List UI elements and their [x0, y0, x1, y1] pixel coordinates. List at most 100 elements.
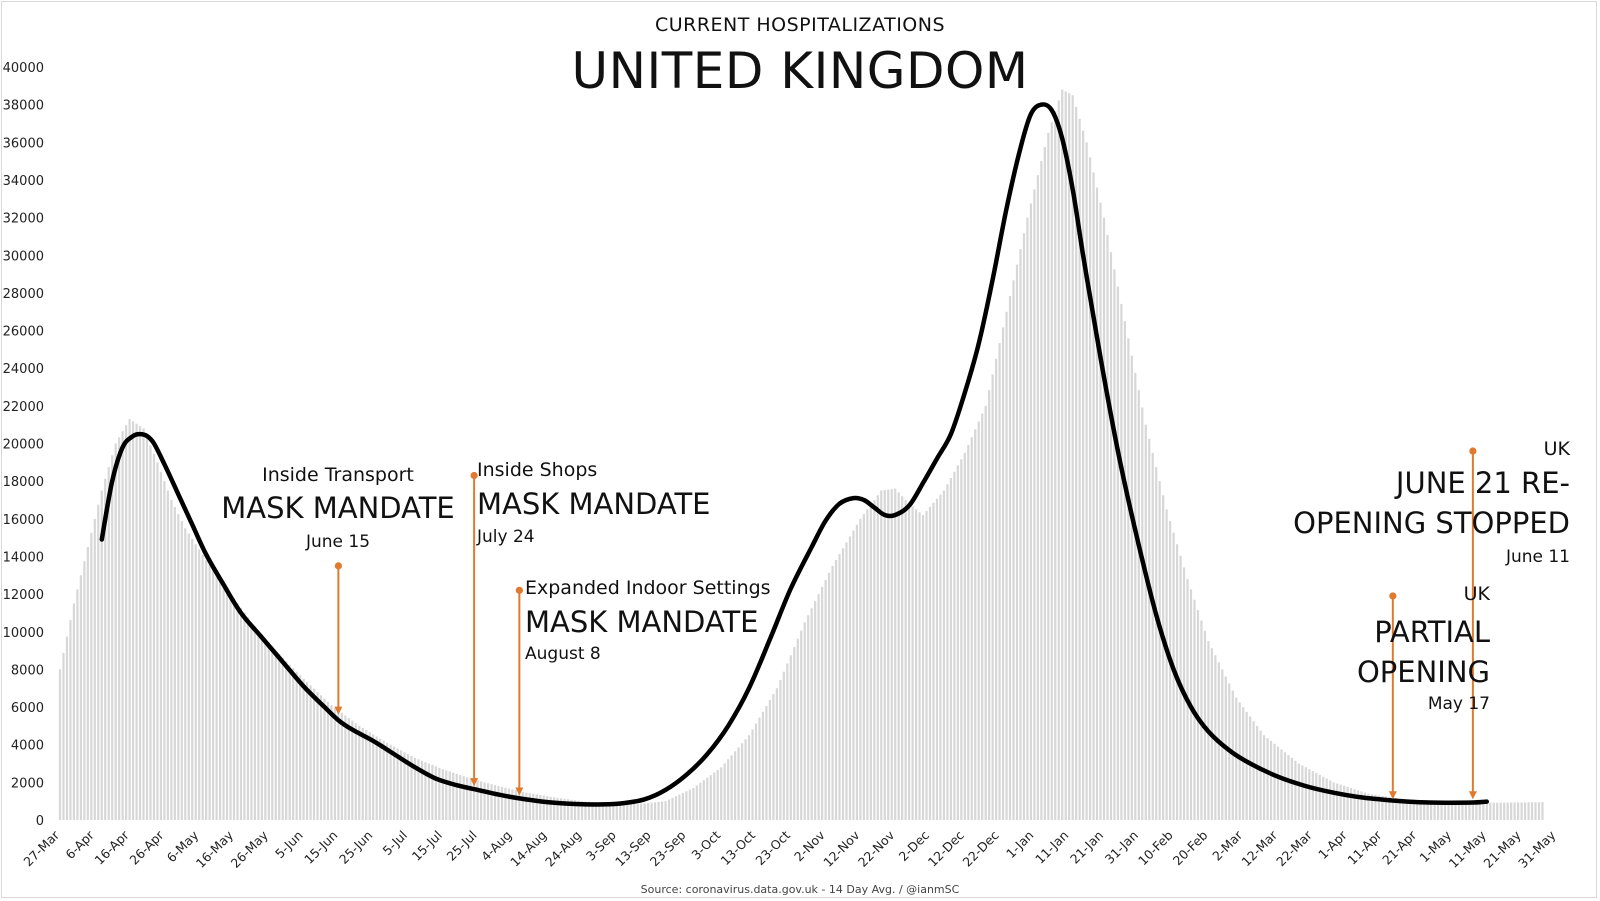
daily-bar: [330, 705, 333, 820]
daily-bar: [619, 803, 622, 820]
daily-bar: [1370, 794, 1374, 820]
chart-title: UNITED KINGDOM: [571, 42, 1029, 100]
daily-bar: [942, 490, 946, 820]
event-arrow: [515, 586, 524, 796]
x-tick-label: 27-Mar: [20, 827, 62, 869]
daily-bar: [1075, 107, 1078, 821]
daily-bar: [486, 783, 490, 820]
daily-bar: [180, 521, 183, 820]
daily-bar: [1064, 91, 1067, 820]
daily-bar: [1443, 802, 1447, 820]
daily-bar: [1304, 767, 1307, 820]
daily-bar: [434, 766, 437, 820]
daily-bar: [824, 579, 827, 820]
daily-bar: [1057, 100, 1060, 821]
event-arrow: [334, 562, 343, 715]
daily-bar: [598, 802, 601, 820]
daily-bar: [807, 615, 810, 820]
daily-bar: [399, 750, 403, 820]
daily-bar: [1318, 774, 1321, 820]
daily-bar: [1235, 697, 1238, 820]
daily-bar: [368, 732, 371, 820]
daily-bar: [138, 426, 142, 820]
daily-bar: [1464, 802, 1468, 820]
x-tick-label: 25-Jun: [336, 828, 375, 867]
daily-bar: [1297, 763, 1300, 820]
daily-bar: [1353, 789, 1356, 820]
daily-bar: [584, 801, 587, 820]
daily-bar: [1005, 311, 1008, 820]
daily-bar: [796, 638, 799, 820]
daily-bar: [594, 802, 598, 820]
daily-bar: [918, 512, 921, 820]
daily-bar: [671, 797, 674, 820]
daily-bar: [1301, 765, 1304, 820]
daily-bar: [191, 538, 194, 820]
daily-bar: [1137, 390, 1140, 820]
daily-bar: [883, 490, 886, 820]
daily-bar: [960, 459, 963, 820]
daily-bar: [786, 663, 789, 820]
daily-bar: [218, 579, 222, 820]
daily-bar: [518, 791, 521, 820]
daily-bar: [351, 720, 354, 820]
event-arrow-head: [334, 706, 343, 715]
bars-layer: [58, 89, 1544, 821]
daily-bar: [358, 725, 361, 820]
daily-bar: [424, 762, 427, 820]
daily-bar: [83, 561, 86, 820]
daily-bar: [1165, 509, 1168, 820]
annotation-transport-label: Inside Transport: [262, 464, 414, 486]
annotation-transport-date: June 15: [305, 532, 371, 552]
daily-bar: [1510, 802, 1513, 820]
daily-bar: [727, 759, 730, 820]
daily-bar: [201, 554, 204, 820]
daily-bar: [758, 717, 761, 820]
daily-bar: [754, 723, 758, 820]
daily-bar: [142, 428, 145, 820]
daily-bar: [615, 803, 618, 820]
daily-bar: [747, 735, 751, 820]
daily-bar: [908, 503, 911, 820]
daily-bar: [225, 588, 229, 820]
x-tick-label: 22-Dec: [960, 827, 1002, 869]
daily-bar: [413, 757, 417, 820]
daily-bar: [716, 769, 719, 820]
daily-bar: [1249, 716, 1252, 820]
daily-bar: [72, 603, 76, 820]
daily-bar: [525, 792, 528, 820]
daily-bar: [591, 801, 594, 820]
daily-bar: [466, 777, 469, 820]
daily-bar: [497, 786, 500, 820]
daily-bar: [365, 730, 368, 820]
daily-bar: [866, 509, 869, 820]
daily-bar: [1068, 93, 1071, 821]
daily-bar: [1419, 800, 1422, 820]
y-tick-label: 28000: [3, 287, 44, 302]
daily-bar: [1395, 798, 1398, 820]
daily-bar: [507, 788, 511, 820]
daily-bar: [827, 572, 831, 820]
daily-bar: [121, 431, 124, 820]
daily-bar: [838, 554, 841, 820]
annotation-shops-date: July 24: [477, 527, 535, 547]
daily-bar: [678, 794, 681, 820]
daily-bar: [215, 574, 218, 820]
daily-bar: [1520, 802, 1523, 820]
daily-bar: [1238, 702, 1241, 820]
daily-bar: [337, 710, 340, 820]
daily-bar: [542, 795, 545, 820]
daily-bar: [1398, 798, 1401, 820]
daily-bar: [100, 490, 103, 820]
daily-bar: [1008, 296, 1012, 821]
daily-bar: [793, 647, 796, 820]
daily-bar: [1332, 782, 1335, 820]
x-tick-label: 14-Aug: [507, 828, 549, 870]
daily-bar: [504, 787, 507, 820]
daily-bar: [312, 688, 316, 820]
daily-bar: [782, 671, 785, 820]
daily-bar: [539, 795, 542, 820]
x-tick-label: 12-Dec: [925, 827, 967, 869]
daily-bar: [751, 729, 754, 820]
daily-bar: [76, 589, 79, 820]
